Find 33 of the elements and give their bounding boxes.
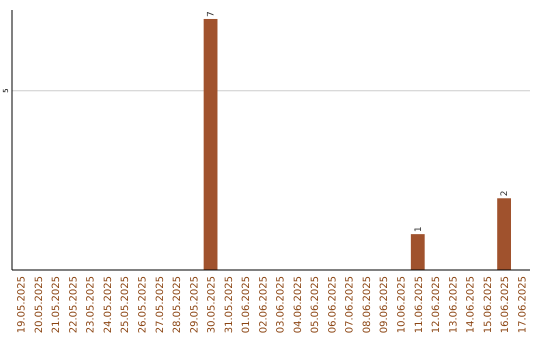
data-label: 1 <box>414 226 424 232</box>
x-tick-label: 07.06.2025 <box>344 276 356 334</box>
x-tick-label: 02.06.2025 <box>258 276 270 334</box>
x-tick-label: 15.06.2025 <box>482 276 494 334</box>
x-tick-label: 20.05.2025 <box>34 276 45 334</box>
data-label: 7 <box>206 11 217 17</box>
x-tick-label: 19.05.2025 <box>16 276 28 334</box>
x-tick-label: 29.05.2025 <box>189 276 200 334</box>
x-tick-label: 16.06.2025 <box>500 276 512 334</box>
x-tick-label: 28.05.2025 <box>172 276 184 334</box>
x-tick-label: 09.06.2025 <box>379 276 390 334</box>
x-tick-label: 17.06.2025 <box>517 276 528 334</box>
x-tick-label: 14.06.2025 <box>466 276 477 334</box>
x-tick-label: 12.06.2025 <box>431 276 442 334</box>
x-tick-label: 10.06.2025 <box>396 276 408 334</box>
data-label: 2 <box>500 190 510 196</box>
x-tick-label: 08.06.2025 <box>362 276 373 334</box>
x-tick-label: 23.05.2025 <box>86 276 97 334</box>
x-tick-label: 22.05.2025 <box>68 276 80 334</box>
x-tick-label: 26.05.2025 <box>138 276 148 334</box>
x-tick-label: 03.06.2025 <box>276 276 287 334</box>
x-tick-label: 25.05.2025 <box>120 276 132 334</box>
x-tick-label: 24.05.2025 <box>102 276 114 334</box>
x-tick-label: 04.06.2025 <box>292 276 304 334</box>
x-tick-label: 31.05.2025 <box>224 276 235 334</box>
x-tick-label: 06.06.2025 <box>327 276 338 334</box>
x-tick-label: 13.06.2025 <box>448 276 460 334</box>
x-tick-label: 05.06.2025 <box>310 276 322 334</box>
x-tick-label: 21.05.2025 <box>51 276 62 334</box>
x-tick-label: 30.05.2025 <box>206 276 218 334</box>
x-tick-label: 11.06.2025 <box>414 276 425 334</box>
x-tick-label: 27.05.2025 <box>154 276 166 334</box>
x-tick-label: 01.06.2025 <box>241 276 252 334</box>
